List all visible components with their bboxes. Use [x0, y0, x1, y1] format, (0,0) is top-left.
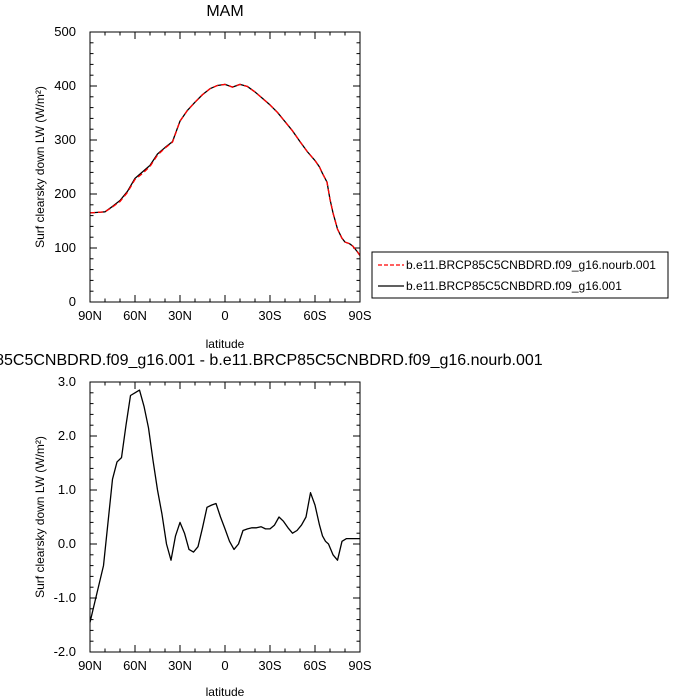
- x-tick-label: 0: [221, 308, 228, 323]
- legend-label-nourb: b.e11.BRCP85C5CNBDRD.f09_g16.nourb.001: [406, 258, 656, 272]
- y-tick-label: 0.0: [58, 536, 76, 551]
- series-line-0: [89, 389, 360, 623]
- series-line-1: [89, 83, 361, 256]
- y-tick-label: 500: [54, 24, 76, 39]
- legend: b.e11.BRCP85C5CNBDRD.f09_g16.nourb.001 b…: [371, 251, 669, 299]
- bottom-chart-marks: 90N 60N 30N 0 30S 60S 90S -2.0 -1.0 0.0 1.0 2.0 3.0: [54, 374, 372, 673]
- y-tick-label: 200: [54, 186, 76, 201]
- top-chart-title: MAM: [206, 3, 243, 20]
- y-tick-label: 300: [54, 132, 76, 147]
- series-line-0: [89, 83, 361, 256]
- x-tick-label: 60S: [303, 658, 326, 673]
- top-y-axis-label: Surf clearsky down LW (W/m²): [33, 86, 47, 248]
- y-tick-label: 100: [54, 240, 76, 255]
- x-tick-label: 30N: [168, 308, 192, 323]
- y-tick-label: 3.0: [58, 374, 76, 389]
- x-tick-label: 90N: [78, 308, 102, 323]
- x-tick-label: 30S: [258, 308, 281, 323]
- x-tick-label: 90S: [348, 658, 371, 673]
- bottom-panel: b.e11.BRCP85C5CNBDRD.f09_g16.001 - b.e11…: [0, 352, 543, 699]
- top-chart-marks: 90N 60N 30N 0 30S 60S 90S 0 100 200 300 400 500: [54, 24, 372, 323]
- y-tick-label: 400: [54, 78, 76, 93]
- x-tick-label: 60S: [303, 308, 326, 323]
- x-tick-label: 0: [221, 658, 228, 673]
- y-tick-label: -2.0: [54, 644, 76, 659]
- bottom-y-axis-label: Surf clearsky down LW (W/m²): [33, 436, 47, 598]
- y-tick-label: 2.0: [58, 428, 76, 443]
- bottom-x-axis-label: latitude: [206, 685, 245, 699]
- x-tick-label: 60N: [123, 658, 147, 673]
- bottom-chart-title: b.e11.BRCP85C5CNBDRD.f09_g16.001 - b.e11…: [0, 352, 543, 369]
- x-tick-label: 90S: [348, 308, 371, 323]
- y-tick-label: 0: [69, 294, 76, 309]
- top-x-axis-label: latitude: [206, 337, 245, 351]
- x-tick-label: 90N: [78, 658, 102, 673]
- top-plot-frame: [89, 31, 361, 303]
- legend-label-control: b.e11.BRCP85C5CNBDRD.f09_g16.001: [406, 279, 622, 293]
- x-tick-label: 30S: [258, 658, 281, 673]
- y-tick-label: 1.0: [58, 482, 76, 497]
- y-tick-label: -1.0: [54, 590, 76, 605]
- bottom-plot-frame: [89, 381, 361, 653]
- x-tick-label: 60N: [123, 308, 147, 323]
- x-tick-label: 30N: [168, 658, 192, 673]
- legend-box: [371, 251, 669, 299]
- top-panel: MAM 90N 60N 30N 0 30S 60S 90S0100200300400500 …: [33, 3, 372, 351]
